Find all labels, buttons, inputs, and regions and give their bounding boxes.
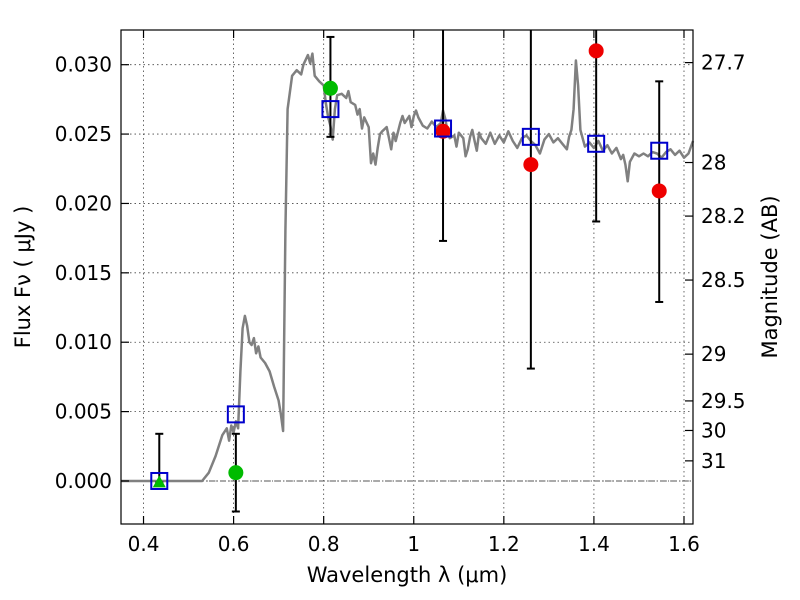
model-photometry-point <box>321 100 340 119</box>
detection-point <box>228 465 244 481</box>
y-tick-label: 0.030 <box>55 53 112 77</box>
model-spectrum-line <box>121 52 695 483</box>
right-tick-label: 28 <box>701 151 726 175</box>
upper-limit-point <box>152 475 166 488</box>
y-tick-label: 0.025 <box>55 122 112 146</box>
right-tick-label: 28.2 <box>701 204 746 228</box>
measured-point <box>523 157 539 173</box>
model-photometry-point <box>650 141 669 160</box>
x-tick-label: 1.2 <box>488 532 520 556</box>
y-axis-label: Flux Fν ( μJy ) <box>11 206 35 349</box>
x-tick-label: 1.4 <box>578 532 610 556</box>
measured-point <box>435 123 451 139</box>
model-photometry-point <box>150 471 169 490</box>
plot-frame <box>120 29 694 525</box>
measured-point <box>651 183 667 199</box>
measured-point <box>588 43 604 59</box>
right-tick-label: 27.7 <box>701 51 746 75</box>
plot-area <box>121 30 695 513</box>
x-tick-label: 1 <box>407 532 420 556</box>
right-tick-label: 31 <box>701 449 726 473</box>
y-tick-labels: 0.000 0.005 0.010 0.015 0.020 0.025 0.030 <box>55 53 112 493</box>
model-photometry-point <box>434 119 453 138</box>
right-tick-labels: 27.7 28 28.2 28.5 29 29.5 30 31 <box>701 51 746 473</box>
right-tick-label: 30 <box>701 418 726 442</box>
right-tick-label: 29 <box>701 342 726 366</box>
x-tick-labels: 0.4 0.6 0.8 1 1.2 1.4 1.6 <box>128 532 700 556</box>
x-tick-label: 0.6 <box>218 532 250 556</box>
y-tick-label: 0.005 <box>55 400 112 424</box>
grid <box>121 30 693 524</box>
model-photometry-point <box>521 127 540 146</box>
right-tick-label: 28.5 <box>701 268 746 292</box>
detection-point <box>322 80 338 96</box>
model-photometry-point <box>226 405 245 424</box>
y-tick-label: 0.020 <box>55 191 112 215</box>
y-tick-label: 0.010 <box>55 330 112 354</box>
x-tick-label: 1.6 <box>668 532 700 556</box>
model-photometry-point <box>587 134 606 153</box>
x-axis-label: Wavelength λ (μm) <box>307 563 508 587</box>
y-tick-label: 0.015 <box>55 261 112 285</box>
x-tick-label: 0.8 <box>308 532 340 556</box>
x-tick-label: 0.4 <box>128 532 160 556</box>
right-axis-label: Magnitude (AB) <box>758 195 782 358</box>
right-tick-label: 29.5 <box>701 389 746 413</box>
tick-marks <box>121 30 693 524</box>
y-tick-label: 0.000 <box>55 469 112 493</box>
